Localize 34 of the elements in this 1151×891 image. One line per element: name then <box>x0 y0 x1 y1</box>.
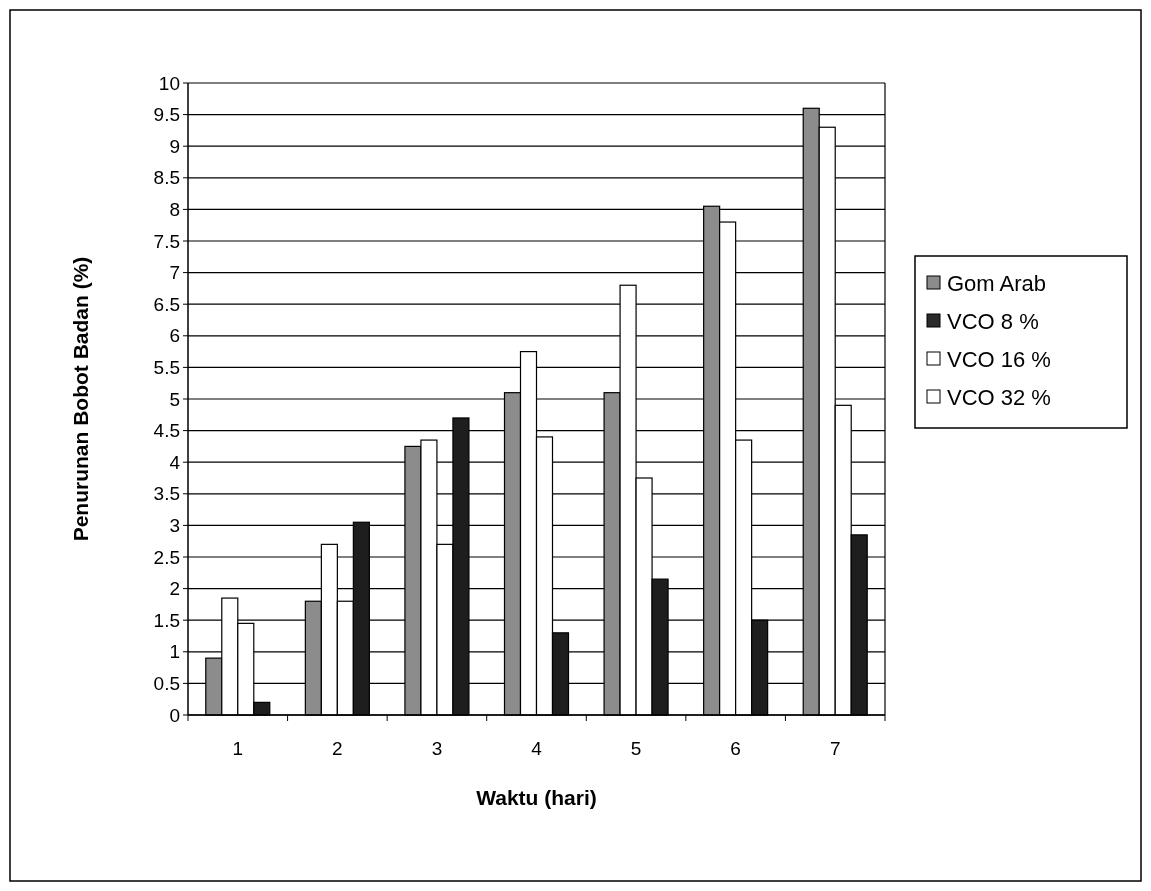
y-tick-label: 10 <box>158 72 180 94</box>
y-tick-label: 6.5 <box>153 293 180 315</box>
y-tick-label: 1 <box>169 641 180 663</box>
y-tick-label: 5.5 <box>153 357 180 379</box>
y-tick-label: 4 <box>169 451 181 473</box>
y-tick-label: 8 <box>169 199 180 221</box>
legend-label: VCO 16 % <box>947 346 1051 372</box>
y-tick-label: 1.5 <box>153 609 180 631</box>
y-tick-label: 7 <box>169 262 180 284</box>
y-tick-label: 2 <box>169 578 180 600</box>
x-tick-label: 2 <box>332 738 343 759</box>
y-tick-label: 9.5 <box>153 104 180 126</box>
y-tick-label: 3.5 <box>153 483 180 505</box>
y-tick-label: 7.5 <box>153 230 180 252</box>
legend-label: VCO 8 % <box>947 308 1039 334</box>
y-tick-label: 0 <box>169 704 180 726</box>
y-tick-label: 0.5 <box>153 673 180 695</box>
y-tick-label: 2.5 <box>153 546 180 568</box>
x-tick-label: 4 <box>531 738 543 759</box>
y-tick-label: 8.5 <box>153 167 180 189</box>
x-axis-title: Waktu (hari) <box>476 786 597 809</box>
y-tick-label: 4.5 <box>153 420 180 442</box>
x-tick-label: 3 <box>431 738 443 759</box>
y-tick-label: 5 <box>169 388 180 410</box>
y-tick-label: 9 <box>169 135 180 157</box>
legend-label: Gom Arab <box>947 270 1047 296</box>
x-tick-label: 1 <box>232 738 244 759</box>
y-axis-title: Penurunan Bobot Badan (%) <box>69 256 92 542</box>
x-tick-label: 6 <box>730 738 741 759</box>
x-tick-label: 7 <box>829 738 841 759</box>
legend-label: VCO 32 % <box>947 384 1051 410</box>
x-tick-label: 5 <box>630 738 642 759</box>
y-tick-label: 6 <box>169 325 180 347</box>
y-tick-label: 3 <box>169 515 180 537</box>
